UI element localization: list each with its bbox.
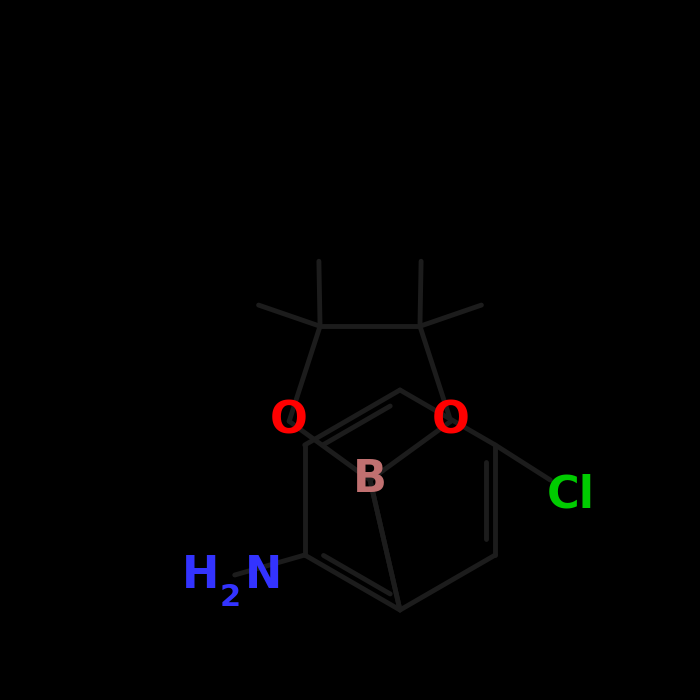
Text: H: H <box>183 554 220 596</box>
Text: O: O <box>432 400 470 443</box>
Text: N: N <box>245 554 282 596</box>
Text: Cl: Cl <box>546 473 594 517</box>
Text: 2: 2 <box>220 583 241 612</box>
Text: O: O <box>270 400 308 443</box>
Text: B: B <box>353 458 387 501</box>
